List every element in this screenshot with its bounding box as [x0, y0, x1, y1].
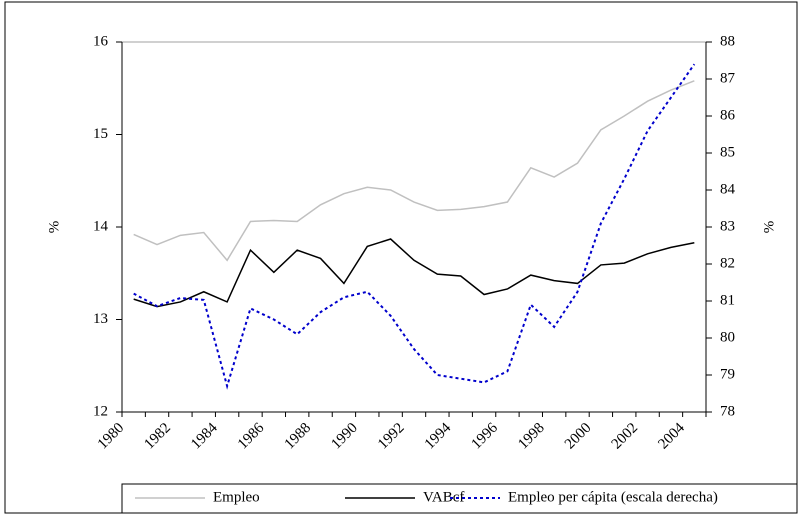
y2-tick-label: 79 [720, 366, 735, 382]
y2-tick-label: 83 [720, 218, 735, 234]
y2-tick-label: 80 [720, 329, 735, 345]
y2-axis-label: % [761, 221, 777, 234]
x-tick-label: 2004 [655, 420, 688, 453]
x-tick-label: 2000 [562, 420, 595, 453]
x-tick-label: 1996 [468, 420, 501, 453]
legend-label: Empleo [213, 489, 260, 505]
x-tick-label: 2002 [609, 420, 642, 453]
y2-tick-label: 85 [720, 144, 735, 160]
x-tick-label: 1986 [235, 420, 268, 453]
series-line [133, 63, 696, 390]
series-line [133, 238, 695, 308]
x-tick-label: 1982 [141, 420, 174, 453]
x-tick-label: 1984 [188, 420, 221, 453]
y-tick-label: 14 [93, 218, 109, 234]
x-tick-label: 1992 [375, 420, 408, 453]
y2-tick-label: 78 [720, 403, 735, 419]
x-tick-label: 1990 [328, 420, 361, 453]
y-tick-label: 16 [93, 33, 109, 49]
y-tick-label: 15 [93, 126, 108, 142]
y2-tick-label: 81 [720, 292, 735, 308]
y2-tick-label: 88 [720, 33, 735, 49]
y2-tick-label: 82 [720, 255, 735, 271]
x-tick-label: 1994 [422, 420, 455, 453]
y2-tick-label: 87 [720, 70, 736, 86]
legend-label: Empleo per cápita (escala derecha) [508, 489, 718, 505]
x-tick-label: 1998 [515, 420, 548, 453]
x-tick-label: 1988 [282, 420, 315, 453]
x-tick-label: 1980 [95, 420, 128, 453]
series-line [133, 80, 695, 262]
y-tick-label: 12 [93, 403, 108, 419]
y2-tick-label: 84 [720, 181, 736, 197]
legend-box [121, 483, 798, 514]
y2-tick-label: 86 [720, 107, 736, 123]
legend-label: VABcf [423, 489, 464, 505]
y-axis-label: % [46, 221, 62, 234]
y-tick-label: 13 [93, 311, 108, 327]
